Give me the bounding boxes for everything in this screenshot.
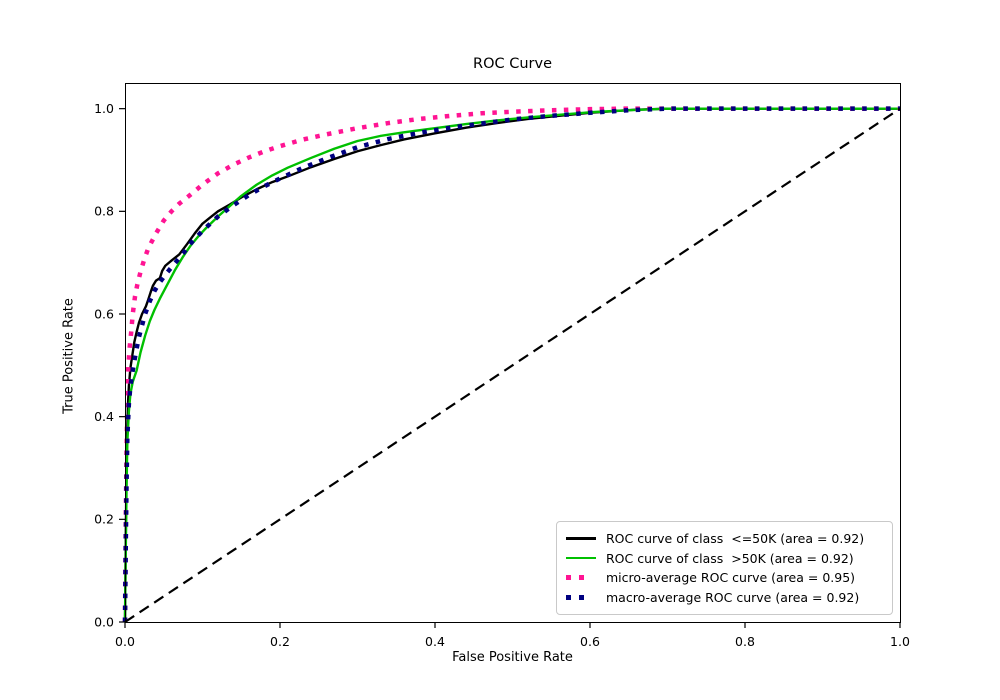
legend-line-sample-deeppink — [566, 575, 598, 581]
y-tick-label: 0.0 — [94, 614, 114, 629]
legend: ROC curve of class <=50K (area = 0.92) R… — [556, 521, 893, 615]
legend-item-micro-average: micro-average ROC curve (area = 0.95) — [566, 568, 883, 587]
legend-line-sample-green — [566, 556, 598, 560]
x-axis: 0.0 0.2 0.4 0.6 0.8 1.0 — [115, 622, 910, 649]
legend-item-macro-average: macro-average ROC curve (area = 0.92) — [566, 588, 883, 607]
legend-dot — [579, 575, 584, 581]
legend-line-sample-black — [566, 537, 598, 540]
series-lines — [122, 106, 900, 623]
y-axis: 0.0 0.2 0.4 0.6 0.8 1.0 — [94, 101, 125, 629]
y-tick-label: 0.4 — [94, 409, 114, 424]
chance-diagonal — [124, 107, 901, 623]
y-tick-label: 0.6 — [94, 306, 114, 321]
reference-line-group — [124, 107, 901, 623]
plot-border — [125, 83, 901, 623]
x-tick-label: 1.0 — [890, 634, 910, 649]
x-tick-label: 0.8 — [735, 634, 755, 649]
series-line-0 — [123, 107, 900, 623]
x-tick-label: 0.6 — [580, 634, 600, 649]
x-tick-label: 0.0 — [115, 634, 135, 649]
y-tick-label: 0.8 — [94, 204, 114, 219]
legend-label: ROC curve of class <=50K (area = 0.92) — [606, 531, 865, 546]
x-axis-label: False Positive Rate — [452, 650, 573, 665]
legend-label: micro-average ROC curve (area = 0.95) — [606, 570, 856, 586]
series-line-2 — [122, 106, 900, 623]
legend-item-class-le50k: ROC curve of class <=50K (area = 0.92) — [566, 529, 883, 548]
x-tick-label: 0.2 — [270, 634, 290, 649]
y-axis-label: True Positive Rate — [61, 298, 77, 414]
y-tick-label: 0.2 — [94, 512, 114, 527]
axes-spines — [125, 83, 901, 623]
legend-line-sample-navy — [566, 594, 598, 600]
legend-item-class-gt50k: ROC curve of class >50K (area = 0.92) — [566, 549, 883, 568]
x-tick-label: 0.4 — [425, 634, 445, 649]
series-line-3 — [122, 106, 900, 623]
legend-dot — [566, 575, 571, 581]
legend-label: ROC curve of class >50K (area = 0.92) — [606, 550, 854, 566]
legend-line — [566, 537, 596, 540]
legend-dot — [566, 594, 571, 600]
y-tick-label: 1.0 — [94, 101, 114, 116]
legend-dot — [579, 594, 584, 600]
chart-title: ROC Curve — [473, 56, 552, 72]
legend-label: macro-average ROC curve (area = 0.92) — [606, 589, 860, 605]
legend-line — [566, 556, 596, 560]
